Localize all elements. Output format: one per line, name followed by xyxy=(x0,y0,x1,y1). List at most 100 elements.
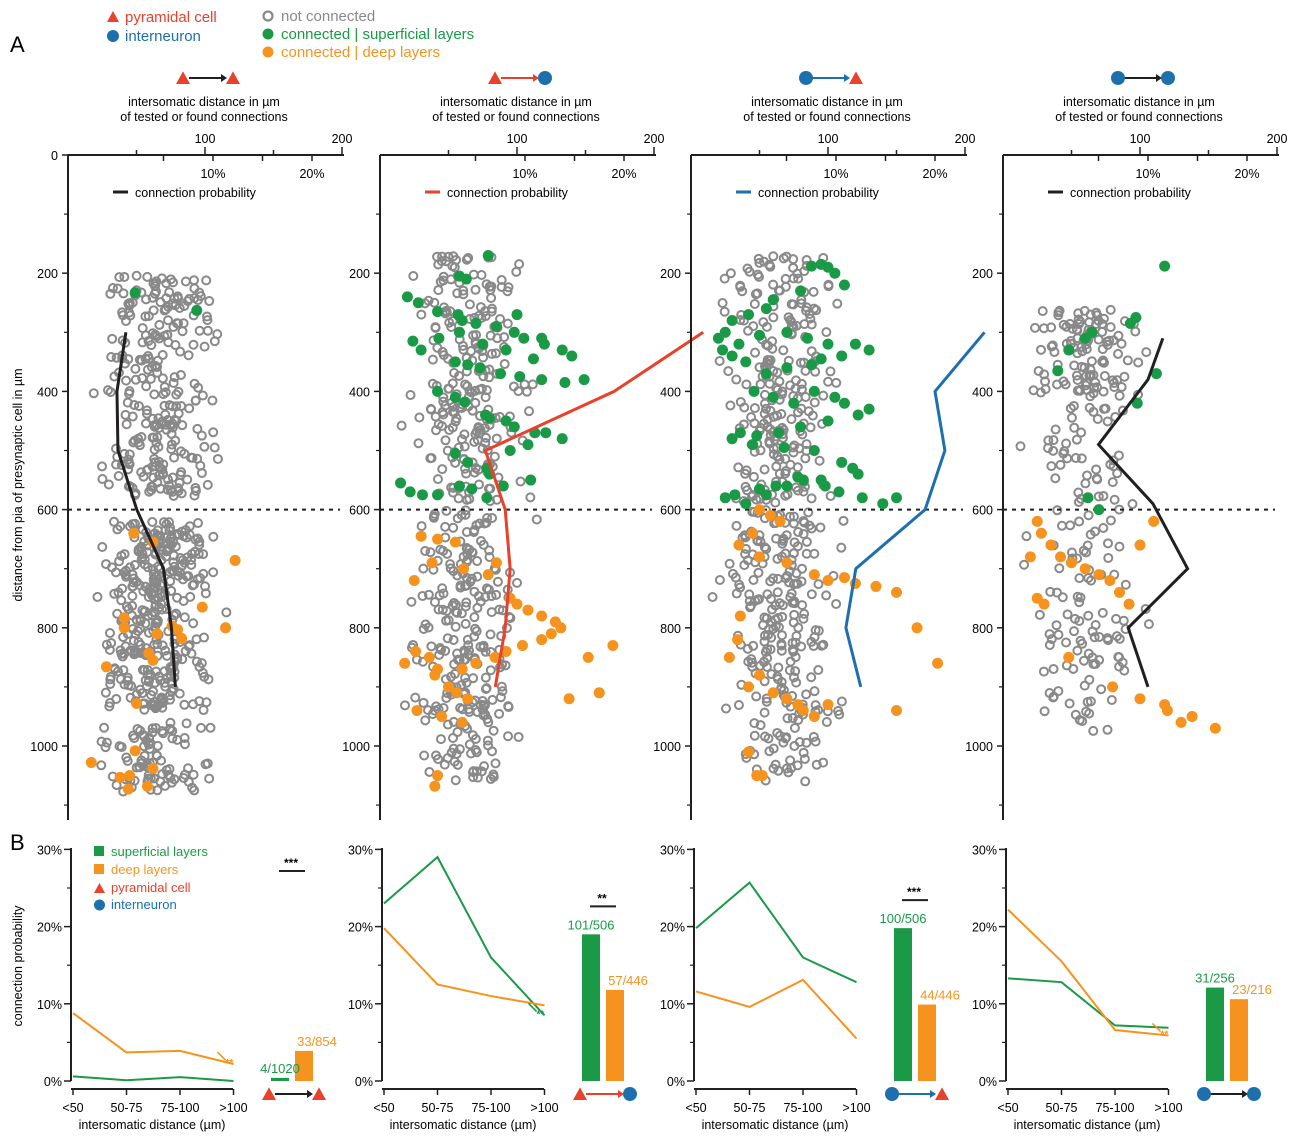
not-connected-point xyxy=(464,706,475,717)
not-connected-point xyxy=(1109,494,1120,505)
dist-x-tick-label: >100 xyxy=(530,1101,558,1115)
not-connected-point xyxy=(161,546,172,557)
connected-deep-point xyxy=(732,634,744,646)
not-connected-point xyxy=(433,285,444,296)
not-connected-point xyxy=(1105,515,1116,526)
panel-b-4: 0% 10% 20% 30% <50 50-75 75-100 >100 intersomati… xyxy=(972,843,1272,1132)
legend-not-connected-label: not connected xyxy=(281,8,375,25)
not-connected-point xyxy=(752,594,763,605)
not-connected-point xyxy=(432,251,443,262)
not-connected-point xyxy=(759,707,770,718)
interneuron-pre-icon xyxy=(1197,1087,1211,1101)
connected-superficial-point xyxy=(778,442,790,454)
connected-superficial-point xyxy=(129,287,141,299)
not-connected-point xyxy=(785,656,796,667)
prob-tick-label: 10% xyxy=(200,167,225,181)
not-connected-point xyxy=(448,522,459,533)
connected-deep-point xyxy=(511,598,523,610)
not-connected-point xyxy=(485,330,496,341)
superficial-square-icon xyxy=(94,846,104,856)
not-connected-point xyxy=(462,548,473,559)
not-connected-point xyxy=(150,599,161,610)
connected-deep-point xyxy=(516,640,528,652)
connected-superficial-point xyxy=(729,489,741,501)
not-connected-point xyxy=(456,680,467,691)
not-connected-point xyxy=(760,398,771,409)
decrease-arrow-icon xyxy=(527,1002,538,1012)
not-connected-point xyxy=(753,567,764,578)
connected-superficial-point xyxy=(484,412,496,424)
decrease-arrow-icon xyxy=(1151,1022,1162,1033)
dist-x-tick-label: <50 xyxy=(997,1101,1018,1115)
not-connected-point xyxy=(789,537,800,548)
not-connected-point xyxy=(464,739,475,750)
connected-superficial-point xyxy=(462,359,474,371)
not-connected-point xyxy=(531,514,542,525)
connected-superficial-point xyxy=(863,403,875,415)
connected-deep-point xyxy=(754,504,765,516)
depth-tick-label: 1000 xyxy=(965,740,993,754)
prob-y-tick-label: 30% xyxy=(972,843,997,857)
not-connected-point xyxy=(725,268,736,279)
panel-b-3: 0% 10% 20% 30% <50 50-75 75-100 >100 intersomati… xyxy=(660,843,960,1132)
not-connected-point xyxy=(141,381,152,392)
panel-a-letter: A xyxy=(10,32,25,57)
not-connected-point xyxy=(770,497,781,508)
not-connected-point xyxy=(197,667,208,678)
connected-deep-point xyxy=(808,710,820,722)
dist-x-tick-label: 50-75 xyxy=(422,1101,454,1115)
deep-bar xyxy=(1230,999,1248,1081)
superficial-bar xyxy=(582,934,600,1081)
not-connected-point xyxy=(156,419,167,430)
legend-b-superficial: superficial layers xyxy=(111,844,208,859)
connected-superficial-point xyxy=(712,332,724,344)
not-connected-point xyxy=(162,329,173,340)
not-connected-point xyxy=(418,697,429,708)
connection-probability-line xyxy=(115,332,177,688)
connected-superficial-point xyxy=(497,480,509,492)
connected-deep-point xyxy=(536,610,548,622)
not-connected-point xyxy=(495,692,506,703)
not-connected-point xyxy=(707,592,718,603)
legend-interneuron-label: interneuron xyxy=(125,28,201,45)
dist-x-axis-title: intersomatic distance (µm) xyxy=(79,1118,226,1132)
distance-tick-label: 100 xyxy=(195,132,216,146)
not-connected-point xyxy=(194,287,205,298)
connected-superficial-point xyxy=(559,377,571,389)
not-connected-point xyxy=(721,703,732,714)
connected-deep-point xyxy=(482,569,494,581)
connected-deep-point xyxy=(774,515,786,527)
decrease-arrow-icon xyxy=(216,1051,227,1061)
connected-superficial-point xyxy=(449,356,461,368)
not-connected-point xyxy=(104,628,115,639)
legend-deep-label: connected | deep layers xyxy=(281,44,440,61)
not-connected-point xyxy=(735,582,746,593)
interneuron-pre-icon xyxy=(799,71,813,85)
dist-x-axis-title: intersomatic distance (µm) xyxy=(1014,1118,1161,1132)
not-connected-point xyxy=(719,306,730,317)
legend-b: superficial layers deep layers pyramidal… xyxy=(94,844,208,912)
not-connected-point xyxy=(809,686,820,697)
connected-superficial-point xyxy=(767,391,779,403)
not-connected-point xyxy=(1057,592,1068,603)
not-connected-point xyxy=(463,253,474,264)
connected-superficial-point xyxy=(522,439,534,451)
depth-tick-label: 600 xyxy=(37,504,58,518)
not-connected-point xyxy=(416,521,427,532)
not-connected-point xyxy=(486,292,497,303)
not-connected-point xyxy=(168,557,179,568)
connected-superficial-point xyxy=(416,489,428,501)
connected-superficial-point xyxy=(838,397,850,409)
not-connected-point xyxy=(137,688,148,699)
not-connected-point xyxy=(731,520,742,531)
not-connected-point xyxy=(1039,706,1050,717)
not-connected-point xyxy=(714,575,725,586)
not-connected-point xyxy=(157,350,168,361)
connected-superficial-point xyxy=(797,474,809,486)
not-connected-point xyxy=(147,727,158,738)
not-connected-point xyxy=(152,355,163,366)
not-connected-point xyxy=(484,551,495,562)
not-connected-point xyxy=(1083,510,1094,521)
dist-x-tick-label: <50 xyxy=(685,1101,706,1115)
